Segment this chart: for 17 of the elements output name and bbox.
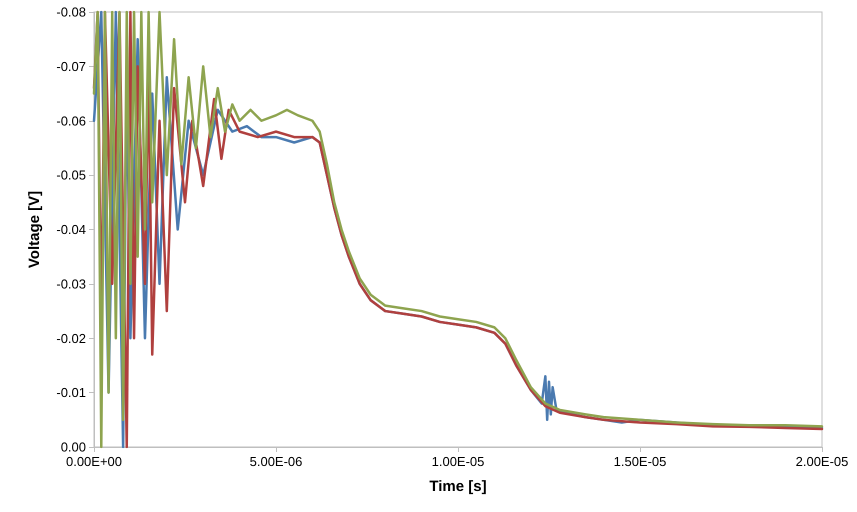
y-tick-label: -0.06	[56, 113, 86, 128]
y-tick-label: -0.08	[56, 4, 86, 20]
y-tick-label: -0.01	[56, 385, 86, 400]
x-tick-label: 2.00E-05	[796, 454, 848, 469]
y-tick-label: 0.00	[60, 440, 86, 454]
x-tick-label: 5.00E-06	[250, 454, 302, 469]
y-tick-label: -0.04	[56, 222, 86, 237]
y-tick-label: -0.02	[56, 330, 86, 346]
x-tick-label: 1.50E-05	[614, 454, 666, 469]
y-tick-label: -0.03	[56, 276, 86, 292]
y-tick-label: -0.07	[56, 58, 86, 74]
x-tick-label: 1.00E-05	[432, 454, 484, 469]
y-axis-title: Voltage [V]	[26, 190, 43, 268]
line-series	[92, 10, 824, 448]
y-tick-label: -0.05	[56, 168, 86, 183]
x-tick-label: 0.00E+00	[66, 454, 122, 469]
x-axis-title: Time [s]	[429, 478, 487, 495]
